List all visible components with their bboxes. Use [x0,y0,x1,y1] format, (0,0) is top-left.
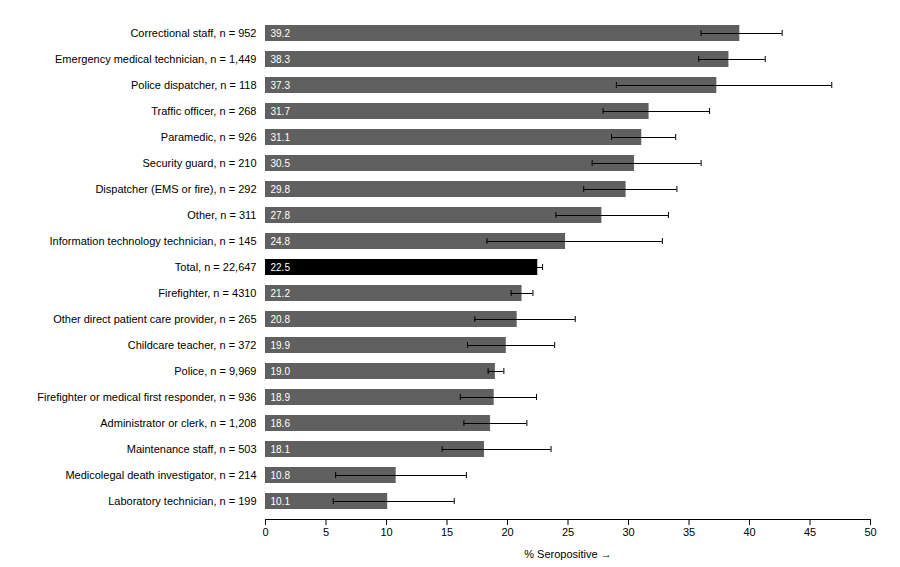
svg-text:Firefighter, n = 4310: Firefighter, n = 4310 [158,287,256,299]
svg-text:Medicolegal death investigator: Medicolegal death investigator, n = 214 [65,469,256,481]
svg-text:10.1: 10.1 [271,496,291,507]
svg-text:% Seropositive →: % Seropositive → [524,548,611,560]
svg-text:40: 40 [743,526,755,538]
svg-text:Dispatcher (EMS or fire), n =: Dispatcher (EMS or fire), n = 292 [95,183,256,195]
svg-text:21.2: 21.2 [271,288,291,299]
svg-text:31.7: 31.7 [271,106,291,117]
svg-text:5: 5 [323,526,329,538]
svg-text:29.8: 29.8 [271,184,291,195]
svg-text:30.5: 30.5 [271,158,291,169]
svg-text:Administrator or clerk, n = 1,: Administrator or clerk, n = 1,208 [100,417,256,429]
svg-text:Total, n = 22,647: Total, n = 22,647 [175,261,257,273]
svg-text:30: 30 [622,526,634,538]
svg-text:45: 45 [804,526,816,538]
svg-text:Other, n = 311: Other, n = 311 [187,209,256,221]
svg-text:10.8: 10.8 [271,470,291,481]
svg-text:18.1: 18.1 [271,444,291,455]
svg-text:Information technology technic: Information technology technician, n = 1… [50,235,257,247]
svg-text:31.1: 31.1 [271,132,291,143]
svg-text:Emergency medical technician,: Emergency medical technician, n = 1,449 [55,53,256,65]
svg-text:Childcare teacher, n = 372: Childcare teacher, n = 372 [128,339,257,351]
svg-text:20.8: 20.8 [271,314,291,325]
svg-text:Security guard, n = 210: Security guard, n = 210 [142,157,256,169]
svg-text:18.9: 18.9 [271,392,291,403]
svg-text:25: 25 [562,526,574,538]
svg-text:Paramedic, n = 926: Paramedic, n = 926 [161,131,257,143]
svg-text:19.9: 19.9 [271,340,291,351]
svg-text:15: 15 [441,526,453,538]
svg-text:Maintenance staff, n = 503: Maintenance staff, n = 503 [127,443,257,455]
svg-text:Laboratory technician, n = 199: Laboratory technician, n = 199 [108,495,256,507]
svg-text:27.8: 27.8 [271,210,291,221]
svg-text:37.3: 37.3 [271,80,291,91]
svg-text:Police dispatcher, n = 118: Police dispatcher, n = 118 [131,79,256,91]
svg-text:0: 0 [262,526,268,538]
svg-text:39.2: 39.2 [271,28,291,39]
svg-text:18.6: 18.6 [271,418,291,429]
svg-text:Police, n = 9,969: Police, n = 9,969 [174,365,256,377]
svg-text:22.5: 22.5 [271,262,291,273]
svg-text:50: 50 [864,526,876,538]
svg-text:38.3: 38.3 [271,54,291,65]
svg-text:Traffic officer, n = 268: Traffic officer, n = 268 [151,105,256,117]
svg-text:Firefighter or medical first r: Firefighter or medical first responder, … [37,391,256,403]
svg-text:24.8: 24.8 [271,236,291,247]
svg-text:Other direct patient care prov: Other direct patient care provider, n = … [53,313,256,325]
svg-text:20: 20 [501,526,513,538]
svg-text:Correctional staff, n = 952: Correctional staff, n = 952 [130,27,256,39]
svg-text:35: 35 [683,526,695,538]
svg-text:10: 10 [380,526,392,538]
svg-text:19.0: 19.0 [271,366,291,377]
